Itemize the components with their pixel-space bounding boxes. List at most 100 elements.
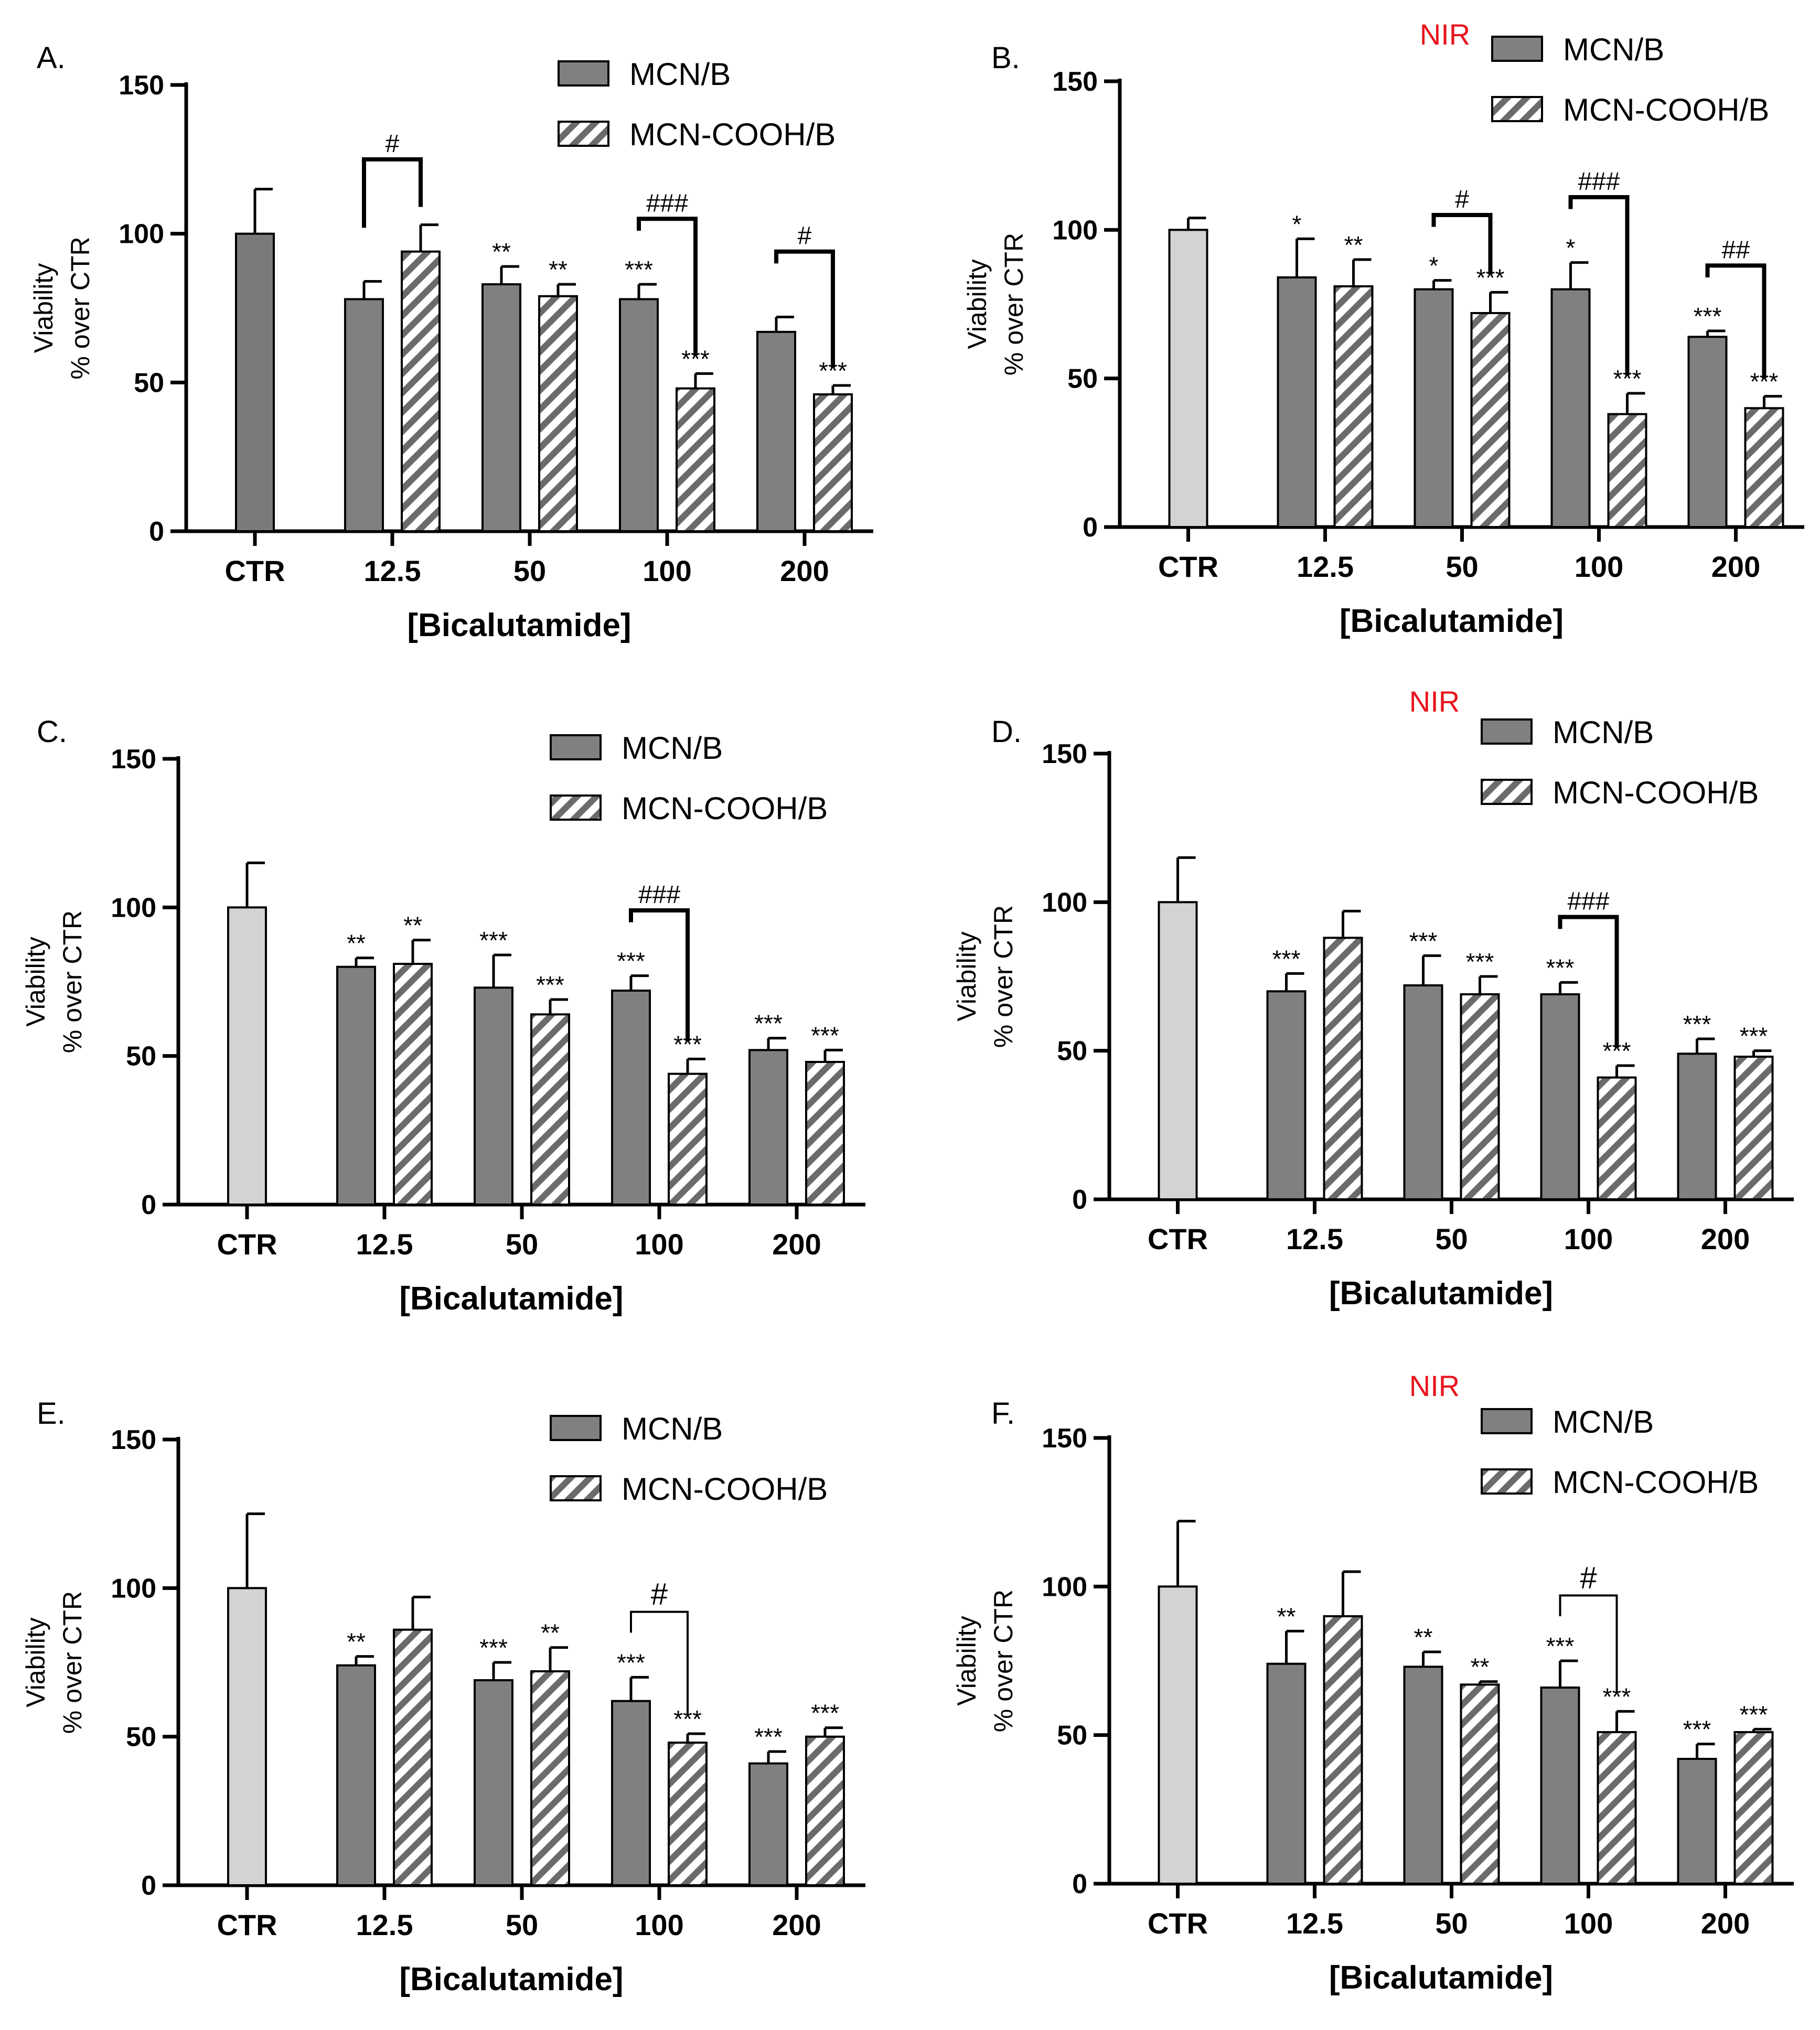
x-tick-label: 200 [1701,1222,1750,1255]
x-axis-title: [Bicalutamide] [1329,1960,1553,1996]
x-tick-label: 200 [772,1228,821,1261]
bar-mcn-cooh-b-200 [1733,1731,1774,1885]
x-axis-title: [Bicalutamide] [1329,1275,1553,1312]
bar-mcn-b-200 [756,330,796,532]
bar-mcn-b-50 [474,986,513,1206]
y-axis-label-line1: Viability [952,1616,981,1705]
legend-label-mcn-b: MCN/B [1563,32,1664,67]
significance-label: *** [1409,927,1438,954]
significance-label: * [1429,252,1439,280]
bar-mcn-cooh-b-100 [1597,1731,1637,1885]
y-tick-label: 150 [1052,67,1098,97]
significance-label: *** [1272,945,1301,972]
significance-label: ** [541,1619,560,1647]
y-axis-label-line1: Viability [21,937,50,1026]
x-tick-label: 100 [635,1908,683,1941]
significance-label: ** [1344,231,1363,259]
comparison-bracket-label: # [1455,186,1469,213]
bar-mcn-b-200 [1677,1758,1717,1885]
panel-e: E. Viability % over CTR 0 50 100 150 CTR 12.5 50 1… [21,1397,865,1997]
bar-mcn-cooh-b-200 [813,393,853,532]
legend-swatch-mcn-cooh-b [550,1475,602,1501]
x-tick-label: 200 [772,1908,821,1941]
legend-label-mcn-cooh-b: MCN-COOH/B [622,791,828,826]
x-tick-label: 100 [643,554,691,587]
bar-ctr [1158,1585,1198,1885]
significance-label: *** [1546,1632,1575,1660]
x-tick-label: 12.5 [1286,1907,1343,1940]
bar-mcn-cooh-b-200 [805,1061,845,1206]
x-tick-label: CTR [217,1908,277,1941]
bar-mcn-b-12.5 [1266,990,1307,1201]
y-axis-label-line2: % over CTR [66,237,95,379]
bar-mcn-cooh-b-50 [538,295,578,532]
x-tick-label: 12.5 [1297,550,1354,583]
legend-label-mcn-cooh-b: MCN-COOH/B [629,117,836,152]
x-tick-label: 50 [1435,1222,1468,1255]
bar-ctr [1158,901,1198,1201]
legend-label-mcn-b: MCN/B [1553,715,1654,750]
panel-c: C. Viability % over CTR 0 50 100 150 CTR 12.5 50 1… [21,715,865,1317]
significance-label: *** [536,971,564,998]
legend-swatch-mcn-b [1481,1408,1533,1434]
significance-label: *** [754,1723,783,1750]
x-axis-title: [Bicalutamide] [407,607,631,643]
x-tick-label: 100 [1575,550,1623,583]
comparison-bracket-label: # [798,222,812,250]
bar-mcn-b-12.5 [336,1664,376,1887]
nir-label: NIR [1409,685,1460,718]
bar-mcn-cooh-b-100 [1607,413,1647,529]
y-tick-label: 150 [111,744,156,775]
legend-label-mcn-b: MCN/B [1553,1404,1654,1440]
x-tick-label: 200 [780,554,829,587]
x-tick-label: 100 [1564,1222,1613,1255]
bar-mcn-cooh-b-50 [530,1670,570,1886]
comparison-bracket-label: ### [638,881,680,909]
x-tick-label: CTR [224,554,285,587]
y-tick-label: 0 [141,1871,156,1901]
panel-label: C. [37,715,67,749]
significance-label: *** [617,948,645,975]
panel-b: B. NIR Viability% over CTR 0 50 100 150 CTR 12.5… [962,18,1804,639]
x-tick-label: 50 [506,1908,538,1941]
comparison-bracket [637,217,698,356]
bar-mcn-cooh-b-100 [676,387,715,532]
comparison-bracket-label: ### [1567,888,1609,916]
significance-label: ** [347,1628,366,1656]
y-tick-label: 0 [149,517,164,547]
legend-swatch-mcn-b [550,1415,602,1441]
significance-label: *** [479,1634,508,1661]
significance-label: ** [549,256,568,283]
y-tick-label: 50 [1067,364,1098,394]
significance-label: ** [1471,1653,1490,1681]
significance-label: *** [625,256,653,283]
comparison-bracket [1705,263,1767,379]
bar-ctr [227,1587,267,1886]
legend-label-mcn-cooh-b: MCN-COOH/B [1553,775,1759,810]
y-tick-label: 100 [119,219,164,250]
comparison-bracket-label: ### [646,189,688,217]
bar-mcn-b-100 [611,1700,651,1887]
panel-label: D. [991,715,1022,749]
significance-label: *** [811,1700,839,1727]
significance-label: *** [1694,303,1722,330]
x-tick-label: 12.5 [1286,1222,1343,1255]
bar-ctr [1168,229,1208,529]
legend-label-mcn-cooh-b: MCN-COOH/B [1553,1465,1759,1500]
x-tick-label: CTR [217,1228,277,1261]
legend-swatch-mcn-b [550,734,602,760]
significance-label: * [1292,210,1302,238]
x-tick-label: 50 [1435,1907,1468,1940]
bar-mcn-cooh-b-100 [1597,1076,1637,1201]
comparison-bracket [774,249,835,368]
legend-label-mcn-cooh-b: MCN-COOH/B [622,1472,828,1507]
comparison-bracket [1558,915,1619,1048]
legend-label-mcn-b: MCN/B [622,731,723,766]
x-tick-label: 200 [1701,1907,1750,1940]
bar-mcn-b-50 [481,283,521,532]
y-tick-label: 0 [1083,512,1098,543]
bar-mcn-cooh-b-12.5 [393,1628,433,1887]
x-tick-label: 12.5 [356,1908,413,1941]
x-tick-label: 100 [1564,1907,1613,1940]
bar-mcn-b-200 [1687,336,1728,528]
